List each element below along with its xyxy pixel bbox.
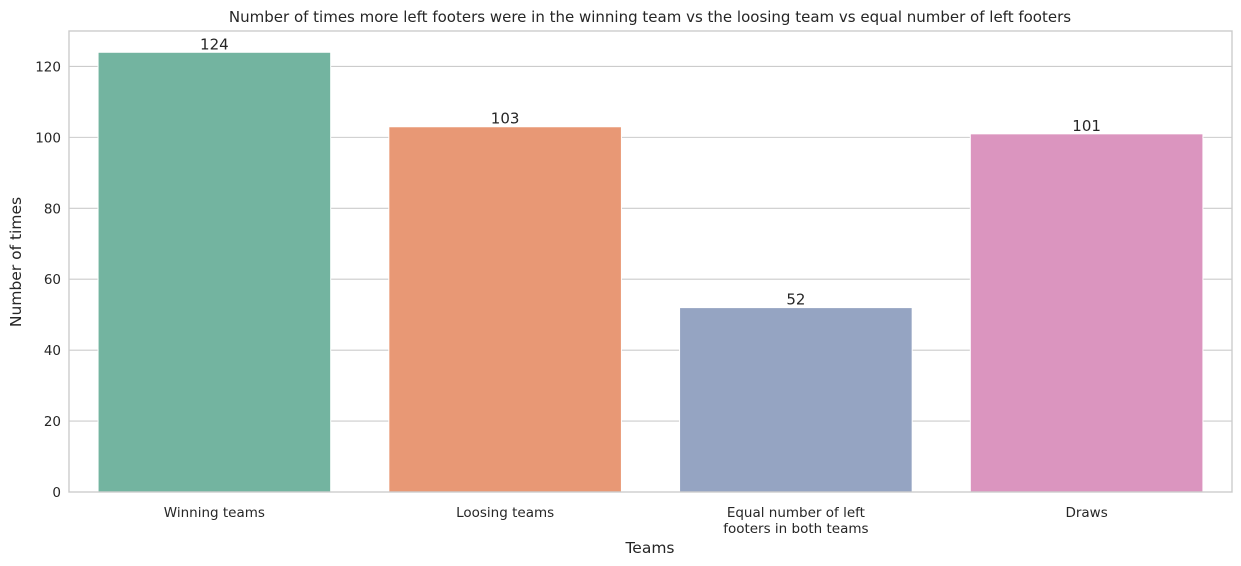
bars (97, 51, 1204, 493)
y-tick-label: 80 (44, 201, 61, 217)
y-tick-label: 100 (35, 130, 61, 146)
x-tick-label: Winning teams (164, 505, 265, 521)
data-label: 101 (1072, 117, 1101, 135)
x-tick-label: Draws (1065, 505, 1107, 521)
data-label: 52 (786, 291, 805, 309)
y-tick-label: 40 (44, 343, 61, 359)
x-tick-label: Loosing teams (456, 505, 554, 521)
x-tick-label: Equal number of left footers in both team… (723, 505, 868, 537)
y-axis-label: Number of times (7, 197, 25, 327)
plot-frame (68, 30, 1233, 493)
y-tick-label: 20 (44, 414, 61, 430)
bar (969, 133, 1204, 493)
x-tick-labels: Winning teams Loosing teams Equal number o… (164, 505, 1108, 537)
data-label: 124 (200, 35, 229, 53)
bar (97, 51, 332, 493)
y-tick-labels: 0 20 40 60 80 100 120 (35, 59, 61, 501)
chart-title: Number of times more left footers were i… (229, 8, 1071, 26)
data-label: 103 (491, 110, 520, 128)
bar (679, 307, 913, 493)
data-labels: 124 103 52 101 (200, 35, 1101, 308)
y-tick-label: 60 (44, 272, 61, 288)
bar (388, 126, 622, 493)
y-tick-label: 120 (35, 59, 61, 75)
y-tick-label: 0 (52, 485, 61, 501)
x-axis-label: Teams (624, 539, 674, 557)
